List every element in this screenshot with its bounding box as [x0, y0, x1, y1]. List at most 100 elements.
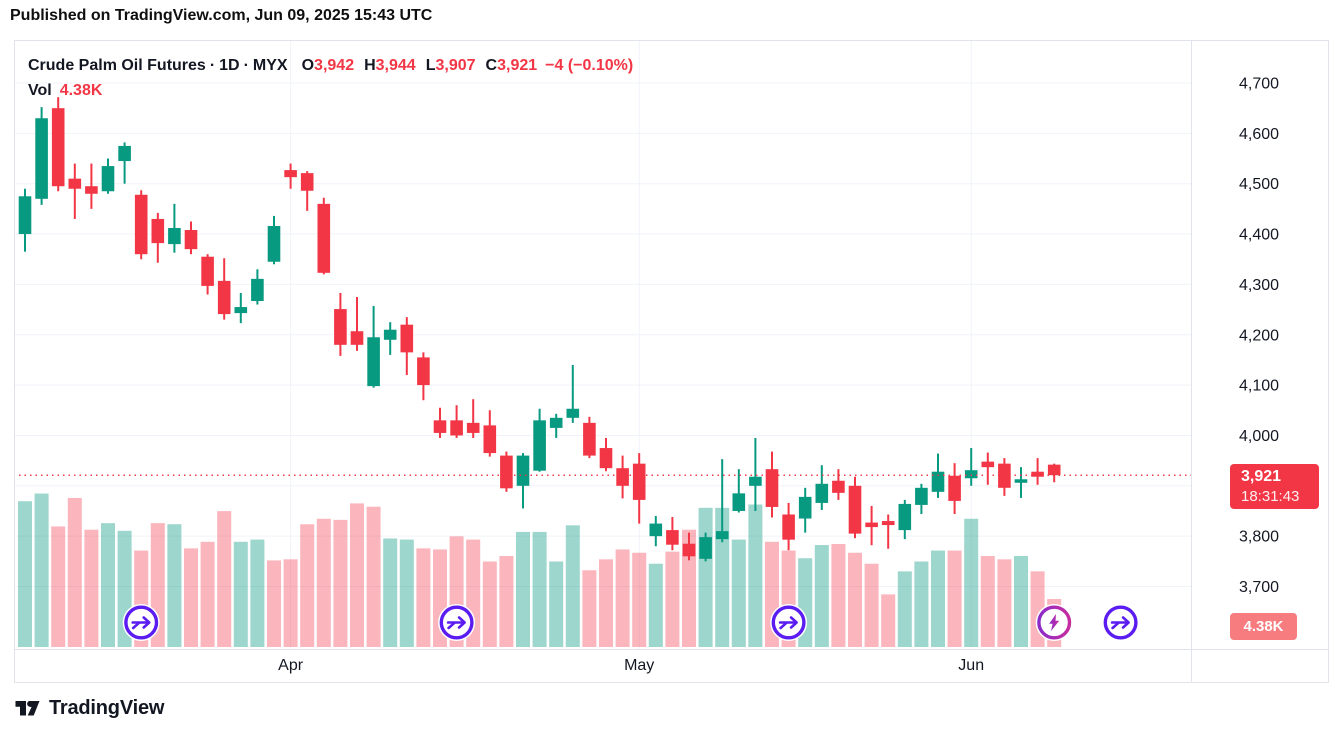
tradingview-logo-icon — [15, 700, 40, 716]
month-label: Jun — [958, 657, 984, 674]
volume-bar — [399, 539, 414, 647]
candle-body — [101, 166, 115, 192]
candle-body — [832, 480, 845, 493]
candle-body — [583, 422, 596, 456]
volume-axis-badge: 4.38K — [1230, 613, 1297, 640]
volume-bar — [499, 556, 514, 647]
volume-bar — [184, 548, 198, 647]
tradingview-logo[interactable]: TradingView — [13, 694, 164, 722]
candle-body — [500, 455, 513, 489]
separator-dot: · — [243, 57, 249, 74]
grid-layer — [15, 41, 1191, 649]
volume-bar — [1014, 556, 1028, 647]
flash-marker-icon[interactable] — [1035, 604, 1073, 641]
volume-label: Vol — [28, 82, 52, 99]
symbol-title[interactable]: Crude Palm Oil Futures — [28, 57, 206, 74]
volume-bar — [731, 539, 746, 647]
volume-bar — [532, 531, 547, 647]
candle-body — [1031, 471, 1044, 477]
high-value: 3,944 — [375, 57, 416, 74]
volume-bar — [831, 543, 846, 647]
price-chart-canvas[interactable]: Apr May Jun4,7004,6004,5004,4004,3004,2004… — [15, 41, 1328, 682]
candle-body — [898, 503, 912, 531]
volume-bar — [715, 507, 730, 647]
candle-body — [383, 329, 397, 340]
volume-bar — [682, 529, 696, 647]
volume-bar — [167, 524, 182, 647]
candle-body — [1047, 464, 1061, 476]
month-label: Apr — [278, 657, 304, 674]
candle-body — [632, 463, 646, 500]
candle-body — [865, 522, 878, 528]
candle-body — [798, 496, 812, 519]
volume-bar — [881, 594, 896, 647]
candles-layer — [18, 97, 1061, 562]
open-value: 3,942 — [314, 57, 355, 74]
brand-name: TradingView — [49, 696, 165, 719]
volume-bar — [416, 548, 431, 647]
jump-arrow-marker-icon[interactable] — [122, 604, 160, 641]
volume-bar — [549, 561, 564, 647]
exchange-label: MYX — [252, 57, 288, 74]
volume-bar — [748, 504, 763, 647]
candle-body — [201, 256, 214, 286]
last-price-value: 3,921 — [1241, 468, 1282, 485]
candle-body — [51, 108, 65, 187]
candle-body — [533, 420, 546, 471]
candle-body — [931, 471, 945, 492]
candle-body — [284, 170, 297, 178]
candle-body — [881, 521, 895, 526]
volume-row: Vol 4.38K — [28, 78, 633, 103]
candle-body — [367, 337, 380, 387]
price-axis-labels: 4,700 4,600 4,500 4,400 4,300 4,200 4,100 4,000… — [1239, 76, 1279, 597]
volume-bar — [350, 503, 364, 647]
jump-arrow-marker-icon[interactable] — [770, 604, 808, 641]
volume-bar — [333, 519, 348, 647]
volume-bar — [864, 563, 879, 647]
volume-bar — [101, 523, 115, 647]
candle-body — [566, 408, 580, 418]
candle-body — [699, 537, 712, 559]
volume-bar — [482, 561, 497, 647]
jump-arrow-marker-icon[interactable] — [1102, 604, 1140, 641]
candle-body — [466, 422, 480, 433]
volume-bar — [565, 525, 580, 647]
volume-bar — [665, 551, 680, 647]
volume-bar — [283, 559, 298, 647]
candle-body — [400, 324, 414, 353]
timeframe-label[interactable]: 1D — [219, 57, 240, 74]
high-label: H — [364, 57, 376, 74]
chart-legend: Crude Palm Oil Futures · 1D · MYX O3,942 H3,94… — [28, 53, 633, 103]
candle-body — [715, 531, 729, 540]
candle-body — [915, 487, 928, 505]
volume-bar — [931, 550, 945, 647]
price-tick-label: 4,300 — [1239, 277, 1279, 294]
candle-body — [118, 145, 131, 162]
volume-bar — [366, 506, 381, 647]
candle-body — [168, 228, 181, 245]
volume-bar — [300, 524, 315, 647]
candle-body — [948, 475, 961, 501]
price-tick-label: 3,700 — [1239, 579, 1279, 596]
candle-body — [516, 455, 530, 486]
candle-body — [317, 203, 331, 273]
month-label: May — [624, 657, 654, 674]
volume-bar — [599, 559, 613, 647]
candle-body — [267, 225, 281, 262]
candle-body — [68, 178, 82, 189]
price-tick-label: 4,400 — [1239, 227, 1279, 244]
candle-body — [815, 483, 829, 503]
time-axis-labels: Apr May Jun — [278, 657, 984, 674]
volume-bar — [615, 549, 630, 647]
last-price-badge: 3,921 18:31:43 — [1230, 464, 1319, 509]
candle-body — [350, 331, 364, 345]
volume-value: 4.38K — [59, 82, 103, 99]
volume-bar — [217, 511, 232, 647]
candle-body — [964, 470, 978, 479]
candle-body — [417, 357, 430, 386]
volume-bar — [632, 552, 647, 647]
jump-arrow-marker-icon[interactable] — [438, 604, 476, 641]
volume-bar — [814, 545, 829, 647]
candle-body — [483, 425, 497, 454]
candle-body — [134, 194, 148, 255]
